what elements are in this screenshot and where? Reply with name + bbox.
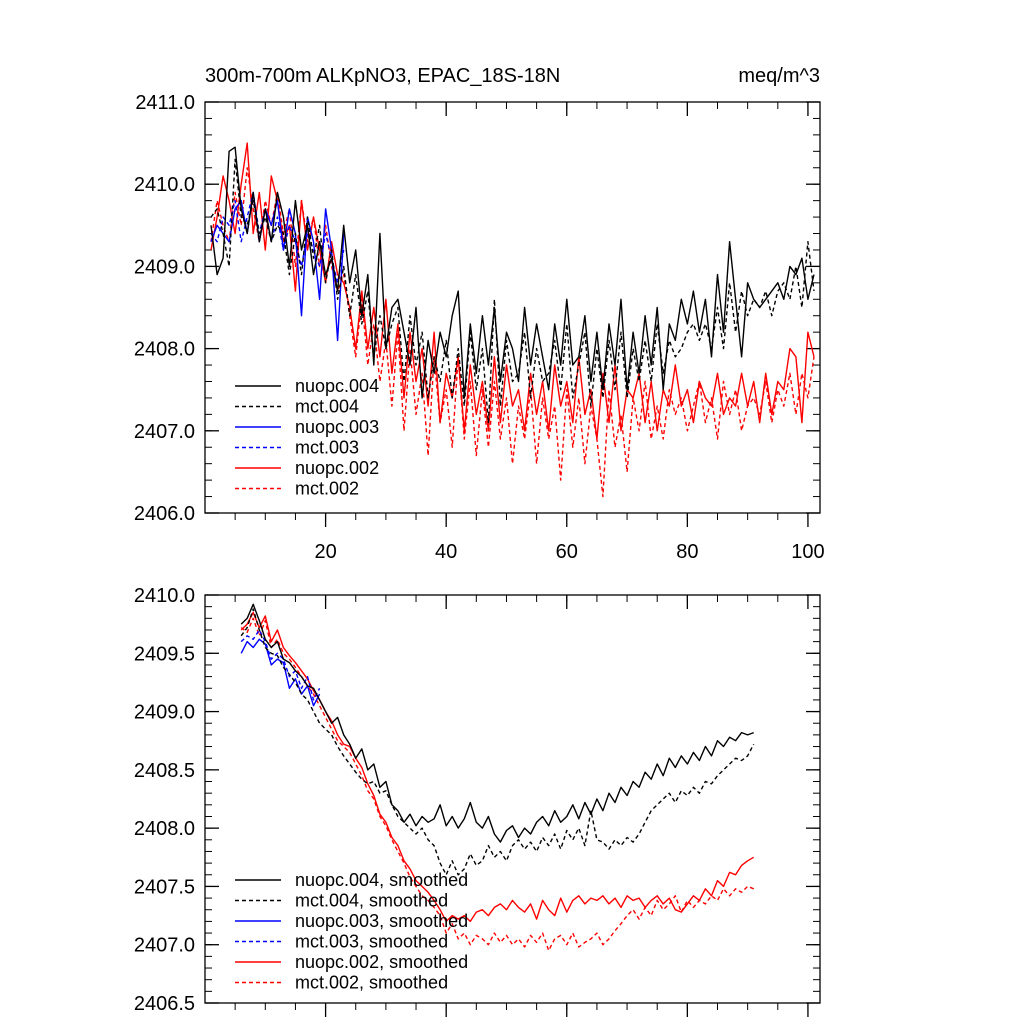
legend-label-mct-004-smoothed: mct.004, smoothed xyxy=(295,891,448,911)
bottom-y-tick-label: 2409.0 xyxy=(134,702,195,724)
chart-title: 300m-700m ALKpNO3, EPAC_18S-18N xyxy=(205,65,560,87)
top-panel: 2406.0 2407.0 2408.0 2409.0 2410.0 2411.0 20 40… xyxy=(134,92,825,563)
series-line-nuopc-003 xyxy=(210,191,345,342)
bottom-y-tick-label: 2407.0 xyxy=(134,935,195,957)
top-y-tick-label: 2406.0 xyxy=(134,503,195,525)
legend-label-mct-003-smoothed: mct.003, smoothed xyxy=(295,932,448,952)
top-plot-frame xyxy=(204,101,821,514)
bottom-plot-frame xyxy=(204,594,821,1004)
legend-label-nuopc-002: nuopc.002 xyxy=(295,458,379,478)
bottom-y-tick-label: 2408.0 xyxy=(134,818,195,840)
bottom-series-group xyxy=(240,603,755,952)
series-line-mct-003-smoothed xyxy=(240,629,321,701)
top-y-tick-label: 2410.0 xyxy=(134,174,195,196)
top-y-tick-label: 2409.0 xyxy=(134,256,195,278)
legend-label-nuopc-003-smoothed: nuopc.003, smoothed xyxy=(295,911,468,931)
bottom-y-tick-label: 2406.5 xyxy=(134,993,195,1015)
legend-label-nuopc-003: nuopc.003 xyxy=(295,417,379,437)
bottom-panel: 2406.5 2407.0 2407.5 2408.0 2408.5 2409.0 2409… xyxy=(134,585,821,1017)
bottom-y-tick-label: 2409.5 xyxy=(134,643,195,665)
series-line-mct-002-smoothed xyxy=(240,617,754,952)
bottom-y-tick-label: 2408.5 xyxy=(134,760,195,782)
top-x-tick-label: 40 xyxy=(435,541,457,563)
top-x-tick-label: 60 xyxy=(556,541,578,563)
top-y-tick-label: 2408.0 xyxy=(134,339,195,361)
series-line-nuopc-002 xyxy=(210,142,815,440)
top-x-tick-label: 100 xyxy=(791,541,824,563)
series-line-mct-002 xyxy=(210,167,815,498)
top-series-group xyxy=(210,142,815,498)
legend-label-nuopc-004-smoothed: nuopc.004, smoothed xyxy=(295,870,468,890)
legend-label-mct-003: mct.003 xyxy=(295,438,359,458)
chart-units: meq/m^3 xyxy=(738,65,820,87)
series-line-mct-004-smoothed xyxy=(240,608,755,876)
legend-label-mct-004: mct.004 xyxy=(295,397,359,417)
top-x-tick-label: 80 xyxy=(676,541,698,563)
series-line-nuopc-004 xyxy=(210,146,815,399)
series-line-nuopc-004-smoothed xyxy=(240,603,754,843)
legend-label-mct-002-smoothed: mct.002, smoothed xyxy=(295,973,448,993)
legend-label-nuopc-004: nuopc.004 xyxy=(295,376,379,396)
top-x-tick-label: 20 xyxy=(314,541,336,563)
top-y-tick-label: 2407.0 xyxy=(134,421,195,443)
bottom-y-tick-label: 2407.5 xyxy=(134,876,195,898)
legend-label-nuopc-002-smoothed: nuopc.002, smoothed xyxy=(295,952,468,972)
series-line-nuopc-003-smoothed xyxy=(240,638,321,707)
bottom-y-tick-label: 2410.0 xyxy=(134,585,195,607)
legend-label-mct-002: mct.002 xyxy=(295,479,359,499)
top-y-tick-label: 2411.0 xyxy=(135,92,195,114)
